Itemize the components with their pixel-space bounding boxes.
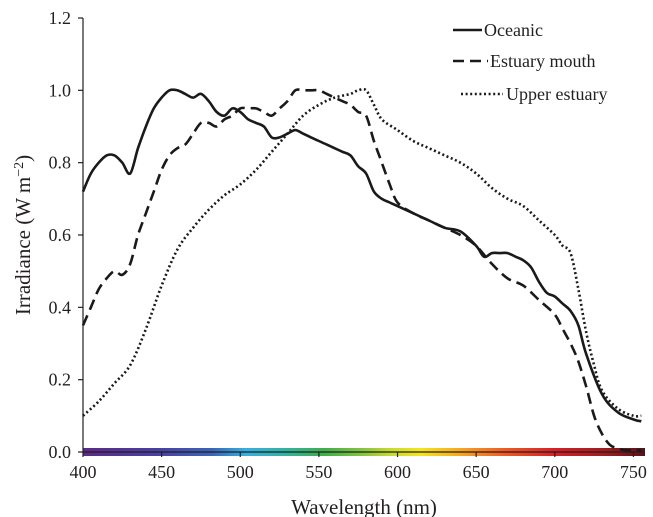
y-tick-label: 1.2 xyxy=(49,8,72,28)
legend: Oceanic Estuary mouth Upper estuary xyxy=(453,20,607,104)
y-tick-label: 0.2 xyxy=(49,370,72,390)
x-tick-label: 450 xyxy=(148,462,175,482)
x-axis-ticks: 400 450 500 550 600 650 700 750 xyxy=(70,452,647,482)
x-axis-title: Wavelength (nm) xyxy=(291,495,437,517)
legend-label-oceanic: Oceanic xyxy=(484,20,543,40)
x-tick-label: 550 xyxy=(305,462,332,482)
y-tick-label: 0.4 xyxy=(49,297,72,317)
y-axis-title: Irradiance (W m−2) xyxy=(11,155,35,315)
x-tick-label: 400 xyxy=(70,462,97,482)
x-tick-label: 600 xyxy=(384,462,411,482)
data-series xyxy=(81,87,642,452)
y-tick-label: 0.0 xyxy=(49,442,72,462)
y-tick-label: 0.6 xyxy=(49,225,72,245)
legend-label-estuary-mouth: Estuary mouth xyxy=(490,51,596,71)
y-tick-label: 0.8 xyxy=(49,153,72,173)
y-tick-label: 1.0 xyxy=(49,80,72,100)
y-axis-title-close: ) xyxy=(11,155,35,162)
y-axis-title-superscript: −2 xyxy=(12,162,27,177)
series-line-oceanic xyxy=(81,88,642,423)
y-axis-title-main: Irradiance (W m xyxy=(11,177,35,315)
y-axis-ticks: 0.0 0.2 0.4 0.6 0.8 1.0 1.2 xyxy=(49,8,83,462)
legend-label-upper-estuary: Upper estuary xyxy=(506,84,607,104)
x-tick-label: 700 xyxy=(541,462,568,482)
series-line-upper-estuary xyxy=(82,87,642,418)
x-tick-label: 650 xyxy=(463,462,490,482)
series-line-estuary-mouth xyxy=(81,88,642,452)
x-tick-label: 500 xyxy=(227,462,254,482)
x-tick-label: 750 xyxy=(620,462,647,482)
